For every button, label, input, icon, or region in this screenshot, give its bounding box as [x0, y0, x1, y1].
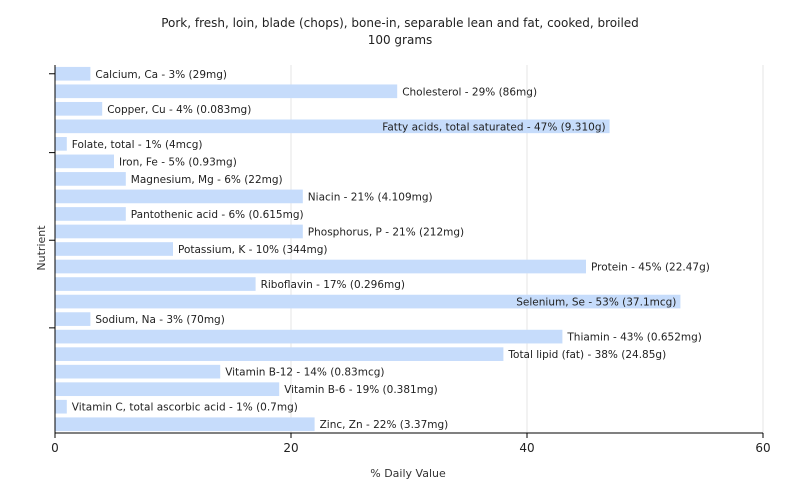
bar: [55, 207, 126, 221]
data-label: Zinc, Zn - 22% (3.37mg): [320, 419, 449, 431]
data-label: Thiamin - 43% (0.652mg): [566, 332, 702, 344]
data-label: Pantothenic acid - 6% (0.615mg): [131, 209, 304, 221]
x-tick-label: 60: [755, 441, 770, 455]
chart-subtitle: 100 grams: [367, 33, 433, 47]
bar: [55, 329, 563, 344]
bar: [55, 294, 681, 309]
bar: [55, 137, 67, 151]
data-label: Riboflavin - 17% (0.296mg): [261, 279, 405, 291]
data-label: Vitamin C, total ascorbic acid - 1% (0.7…: [72, 402, 298, 414]
bar: [55, 154, 114, 169]
bar: [55, 84, 398, 99]
bar: [55, 347, 504, 361]
bar: [55, 417, 315, 432]
data-label: Total lipid (fat) - 38% (24.85g): [507, 349, 666, 361]
chart-title: Pork, fresh, loin, blade (chops), bone-i…: [161, 16, 639, 30]
data-label: Cholesterol - 29% (86mg): [402, 86, 537, 98]
data-label: Selenium, Se - 53% (37.1mcg): [516, 297, 676, 309]
data-label: Folate, total - 1% (4mcg): [72, 139, 203, 151]
data-label: Phosphorus, P - 21% (212mg): [308, 226, 464, 238]
bar: [55, 66, 91, 81]
data-label: Protein - 45% (22.47g): [591, 262, 710, 274]
bar: [55, 399, 67, 414]
bar: [55, 101, 103, 116]
data-label: Sodium, Na - 3% (70mg): [95, 314, 224, 326]
x-tick-label: 0: [51, 441, 59, 455]
data-label: Magnesium, Mg - 6% (22mg): [131, 174, 283, 186]
bar: [55, 224, 303, 239]
data-label: Iron, Fe - 5% (0.93mg): [119, 156, 237, 168]
bar: [55, 259, 586, 274]
bar: [55, 119, 610, 134]
bar: [55, 312, 91, 326]
data-label: Calcium, Ca - 3% (29mg): [95, 69, 227, 81]
x-axis-label: % Daily Value: [370, 467, 446, 480]
y-axis-label: Nutrient: [35, 225, 48, 271]
data-label: Copper, Cu - 4% (0.083mg): [107, 104, 251, 116]
x-tick-label: 40: [519, 441, 534, 455]
x-tick-label: 20: [283, 441, 298, 455]
bar: [55, 242, 173, 256]
bar: [55, 277, 256, 291]
data-label: Potassium, K - 10% (344mg): [178, 244, 328, 256]
data-label: Niacin - 21% (4.109mg): [308, 191, 433, 203]
data-label: Vitamin B-12 - 14% (0.83mcg): [225, 367, 384, 379]
data-label: Fatty acids, total saturated - 47% (9.31…: [382, 121, 605, 133]
data-label: Vitamin B-6 - 19% (0.381mg): [284, 384, 438, 396]
bar: [55, 382, 280, 397]
bar: [55, 172, 126, 186]
bar: [55, 364, 221, 379]
bar: [55, 189, 303, 204]
